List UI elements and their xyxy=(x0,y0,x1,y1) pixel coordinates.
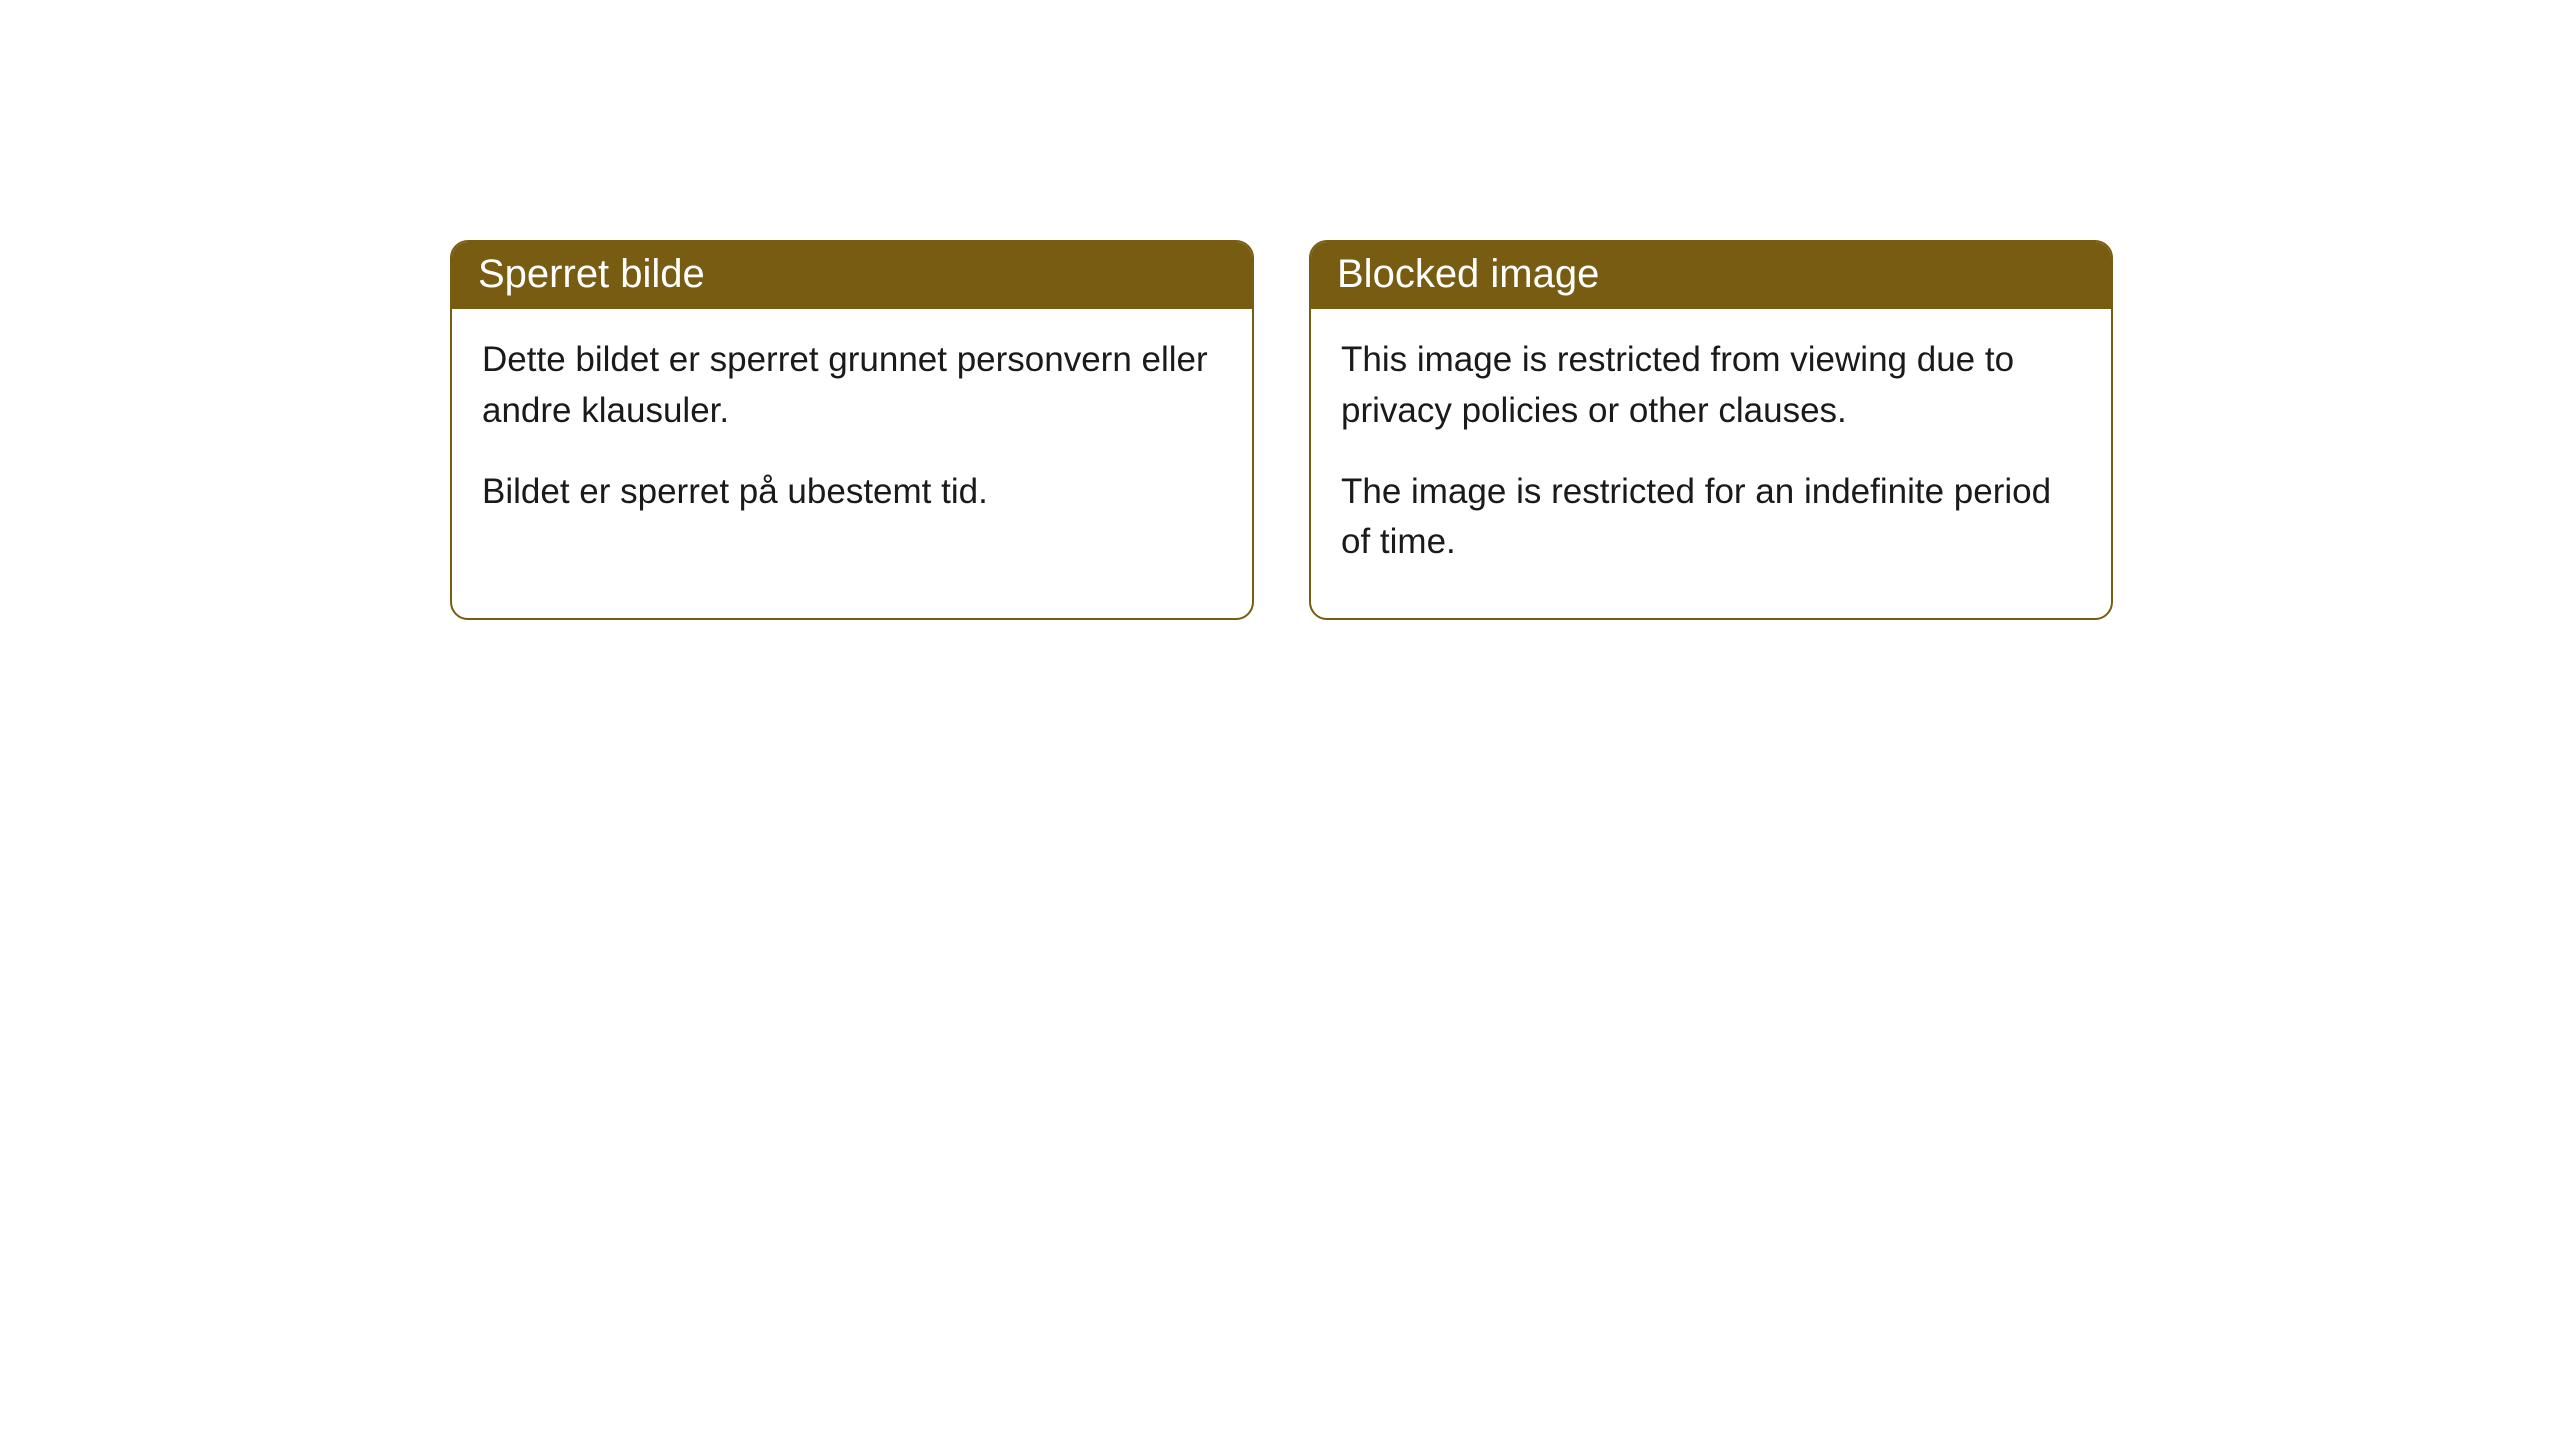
card-title: Blocked image xyxy=(1337,252,1599,296)
card-title: Sperret bilde xyxy=(478,252,705,296)
card-paragraph: Bildet er sperret på ubestemt tid. xyxy=(482,467,1222,518)
card-english: Blocked image This image is restricted f… xyxy=(1309,240,2113,620)
card-paragraph: The image is restricted for an indefinit… xyxy=(1341,467,2081,569)
cards-container: Sperret bilde Dette bildet er sperret gr… xyxy=(450,240,2113,620)
card-body: This image is restricted from viewing du… xyxy=(1311,309,2111,618)
card-body: Dette bildet er sperret grunnet personve… xyxy=(452,309,1252,567)
card-paragraph: Dette bildet er sperret grunnet personve… xyxy=(482,335,1222,437)
card-header: Sperret bilde xyxy=(452,242,1252,309)
card-paragraph: This image is restricted from viewing du… xyxy=(1341,335,2081,437)
card-header: Blocked image xyxy=(1311,242,2111,309)
card-norwegian: Sperret bilde Dette bildet er sperret gr… xyxy=(450,240,1254,620)
